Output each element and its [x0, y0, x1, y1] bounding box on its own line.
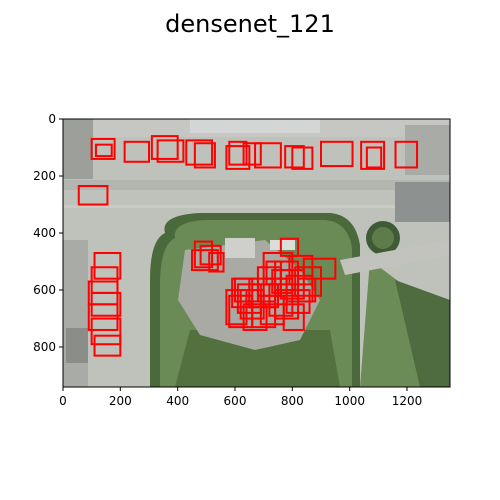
detection-box [191, 249, 219, 272]
y-tick-label: 0 [48, 112, 56, 126]
x-tick-label: 600 [224, 394, 247, 408]
detection-box [262, 252, 294, 280]
detection-box [199, 244, 222, 266]
x-tick-label: 800 [281, 394, 304, 408]
detection-box [90, 137, 116, 160]
detection-box [302, 257, 337, 280]
x-tick-label: 0 [59, 394, 67, 408]
figure-title: densenet_121 [165, 10, 335, 38]
detection-box [234, 277, 259, 303]
detection-box [271, 269, 294, 294]
x-axis: 0 200 400 600 800 1000 1200 [59, 387, 422, 408]
detection-box [156, 139, 185, 163]
x-tick-label: 1000 [334, 394, 365, 408]
detection-box [320, 140, 354, 168]
detection-box [77, 185, 109, 206]
detection-box [90, 317, 122, 346]
detection-box [185, 139, 214, 166]
detection-box [208, 252, 225, 273]
detection-box [94, 143, 113, 158]
detection-box [93, 334, 122, 357]
detection-box [193, 142, 216, 169]
detection-box [265, 260, 282, 286]
y-tick-label: 800 [33, 340, 56, 354]
detection-box [259, 294, 285, 326]
detection-box [225, 289, 248, 326]
detection-boxes [77, 135, 419, 357]
detection-box [284, 145, 305, 169]
detection-box [291, 146, 314, 170]
detection-box [360, 140, 386, 170]
y-tick-label: 600 [33, 283, 56, 297]
detection-box [285, 289, 311, 314]
detection-box [254, 142, 282, 169]
detection-box [242, 303, 268, 331]
detection-box [93, 252, 122, 280]
x-tick-label: 1200 [392, 394, 423, 408]
detection-box [394, 140, 419, 169]
detection-box [228, 140, 248, 166]
y-tick-label: 400 [33, 226, 56, 240]
detection-box [365, 146, 383, 169]
y-axis: 0 200 400 600 800 [33, 112, 63, 354]
detection-box [294, 266, 323, 297]
detection-box [123, 140, 150, 163]
detection-box [150, 135, 179, 160]
x-tick-label: 400 [166, 394, 189, 408]
detection-box [193, 240, 214, 269]
x-tick-label: 200 [109, 394, 132, 408]
detection-box [87, 303, 119, 331]
axes-frame [62, 118, 451, 388]
detection-box [279, 237, 300, 257]
detection-box [225, 145, 251, 170]
detection-box [242, 142, 262, 166]
y-tick-label: 200 [33, 169, 56, 183]
